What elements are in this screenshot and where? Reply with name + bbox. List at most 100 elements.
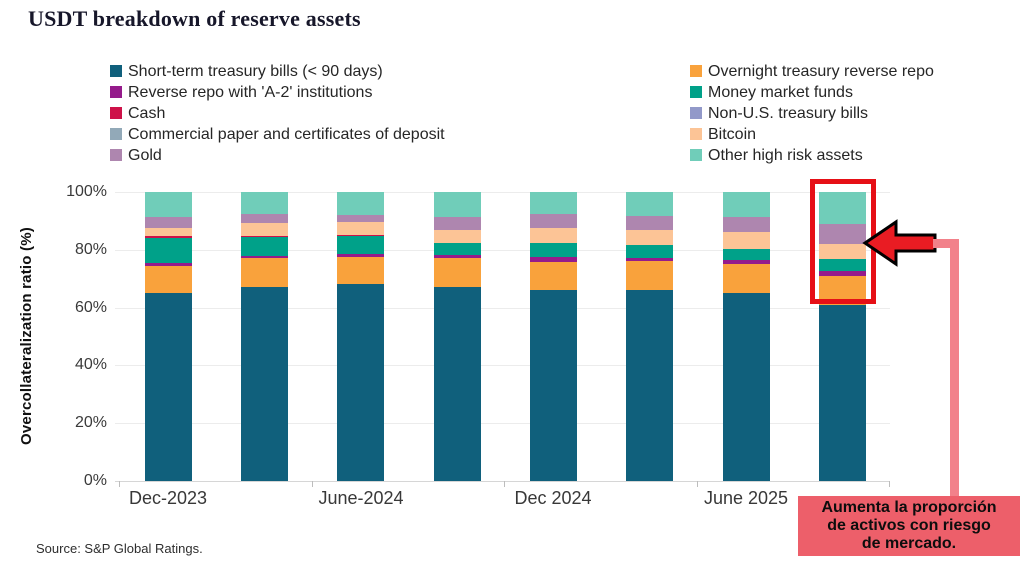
arrow-left-icon: [862, 219, 937, 267]
bar-segment: [625, 290, 673, 481]
legend-item: Gold: [110, 146, 445, 167]
y-tick-label: 20%: [74, 414, 107, 432]
bar-segment: [529, 256, 577, 262]
gridline: [115, 423, 890, 425]
legend-item: Reverse repo with 'A-2' institutions: [110, 83, 445, 104]
legend-item: Overnight treasury reverse repo: [690, 62, 934, 83]
stacked-bar: [625, 192, 673, 481]
x-tick-mark: [697, 481, 698, 487]
stacked-bar: [144, 192, 192, 481]
bar-segment: [336, 284, 384, 481]
bar-segment: [625, 245, 673, 258]
bar-segment: [144, 262, 192, 266]
bar-segment: [722, 216, 770, 232]
bar-segment: [336, 222, 384, 236]
legend-item: Short-term treasury bills (< 90 days): [110, 62, 445, 83]
x-tick-mark: [312, 481, 313, 487]
x-tick-mark: [889, 481, 890, 487]
legend-label: Other high risk assets: [708, 147, 863, 164]
bar-segment: [529, 214, 577, 228]
bar-segment: [144, 293, 192, 481]
legend-swatch-icon: [110, 86, 122, 98]
legend-label: Gold: [128, 147, 162, 164]
x-tick-label: June-2024: [318, 488, 404, 508]
bar-segment: [529, 242, 577, 257]
bar-segment: [433, 216, 481, 230]
bar-segment: [336, 253, 384, 258]
bar-segment: [144, 236, 192, 239]
bar-segment: [336, 235, 384, 237]
y-axis-title: Overcollateralization ratio (%): [18, 227, 35, 446]
bar-segment: [433, 229, 481, 243]
gridline: [115, 481, 890, 482]
connector-line-vertical: [950, 239, 959, 497]
legend-item: Non-U.S. treasury bills: [690, 104, 934, 125]
legend-label: Short-term treasury bills (< 90 days): [128, 63, 383, 80]
legend-item: Cash: [110, 104, 445, 125]
legend-swatch-icon: [110, 65, 122, 77]
bar-segment: [433, 192, 481, 217]
legend-item: Other high risk assets: [690, 146, 934, 167]
y-tick-label: 60%: [74, 298, 107, 316]
bar-segment: [625, 192, 673, 217]
legend-swatch-icon: [690, 107, 702, 119]
x-tick-label: Dec 2024: [514, 488, 592, 508]
bar-segment: [433, 242, 481, 256]
gridline: [115, 192, 890, 193]
source-note: Source: S&P Global Ratings.: [36, 541, 203, 556]
legend-swatch-icon: [690, 86, 702, 98]
bar-segment: [336, 192, 384, 216]
bar-segment: [625, 261, 673, 291]
bar-segment: [722, 264, 770, 294]
bar-segment: [240, 235, 288, 237]
stacked-bar: [818, 192, 866, 481]
stacked-bar: [240, 192, 288, 481]
legend-label: Bitcoin: [708, 126, 757, 143]
annotation-callout: Aumenta la proporción de activos con rie…: [798, 496, 1020, 556]
legend-swatch-icon: [690, 149, 702, 161]
legend-item: Commercial paper and certificates of dep…: [110, 125, 445, 146]
bar-segment: [625, 257, 673, 262]
bar-segment: [722, 260, 770, 265]
bar-segment: [722, 293, 770, 481]
annotation-text-line: de mercado.: [861, 535, 957, 552]
y-tick-label: 100%: [66, 183, 107, 200]
x-tick-label: Dec-2023: [128, 488, 208, 508]
stacked-bar: [336, 192, 384, 481]
y-tick-label: 80%: [74, 240, 107, 258]
bar-segment: [240, 258, 288, 288]
bar-segment: [529, 261, 577, 291]
x-tick-label: June 2025: [703, 488, 789, 508]
x-tick-mark: [119, 481, 120, 487]
stacked-bar: [529, 192, 577, 481]
x-tick-mark: [504, 481, 505, 487]
stacked-bar: [722, 192, 770, 481]
legend-swatch-icon: [110, 128, 122, 140]
bar-segment: [433, 255, 481, 259]
bar-segment: [240, 192, 288, 215]
legend-swatch-icon: [110, 107, 122, 119]
bar-segment: [336, 236, 384, 254]
legend-swatch-icon: [690, 128, 702, 140]
bar-segment: [144, 217, 192, 228]
bar-segment: [240, 255, 288, 259]
bar-segment: [625, 230, 673, 246]
y-tick-label: 40%: [74, 356, 107, 374]
bar-segment: [336, 257, 384, 285]
gridline: [115, 249, 890, 251]
legend-column-left: Short-term treasury bills (< 90 days) Rev…: [110, 62, 445, 167]
bar-segment: [818, 192, 866, 224]
bar-segment: [529, 227, 577, 243]
legend-swatch-icon: [690, 65, 702, 77]
bar-segment: [240, 236, 288, 256]
legend-label: Overnight treasury reverse repo: [708, 63, 934, 80]
legend-column-right: Overnight treasury reverse repo Money mar…: [690, 62, 934, 167]
annotation-text-line: Aumenta la proporción: [821, 499, 997, 516]
legend-label: Money market funds: [708, 84, 853, 101]
bar-segment: [529, 192, 577, 215]
legend-label: Cash: [128, 105, 166, 122]
bar-segment: [818, 223, 866, 244]
bar-segment: [433, 258, 481, 288]
bar-segment: [240, 287, 288, 481]
